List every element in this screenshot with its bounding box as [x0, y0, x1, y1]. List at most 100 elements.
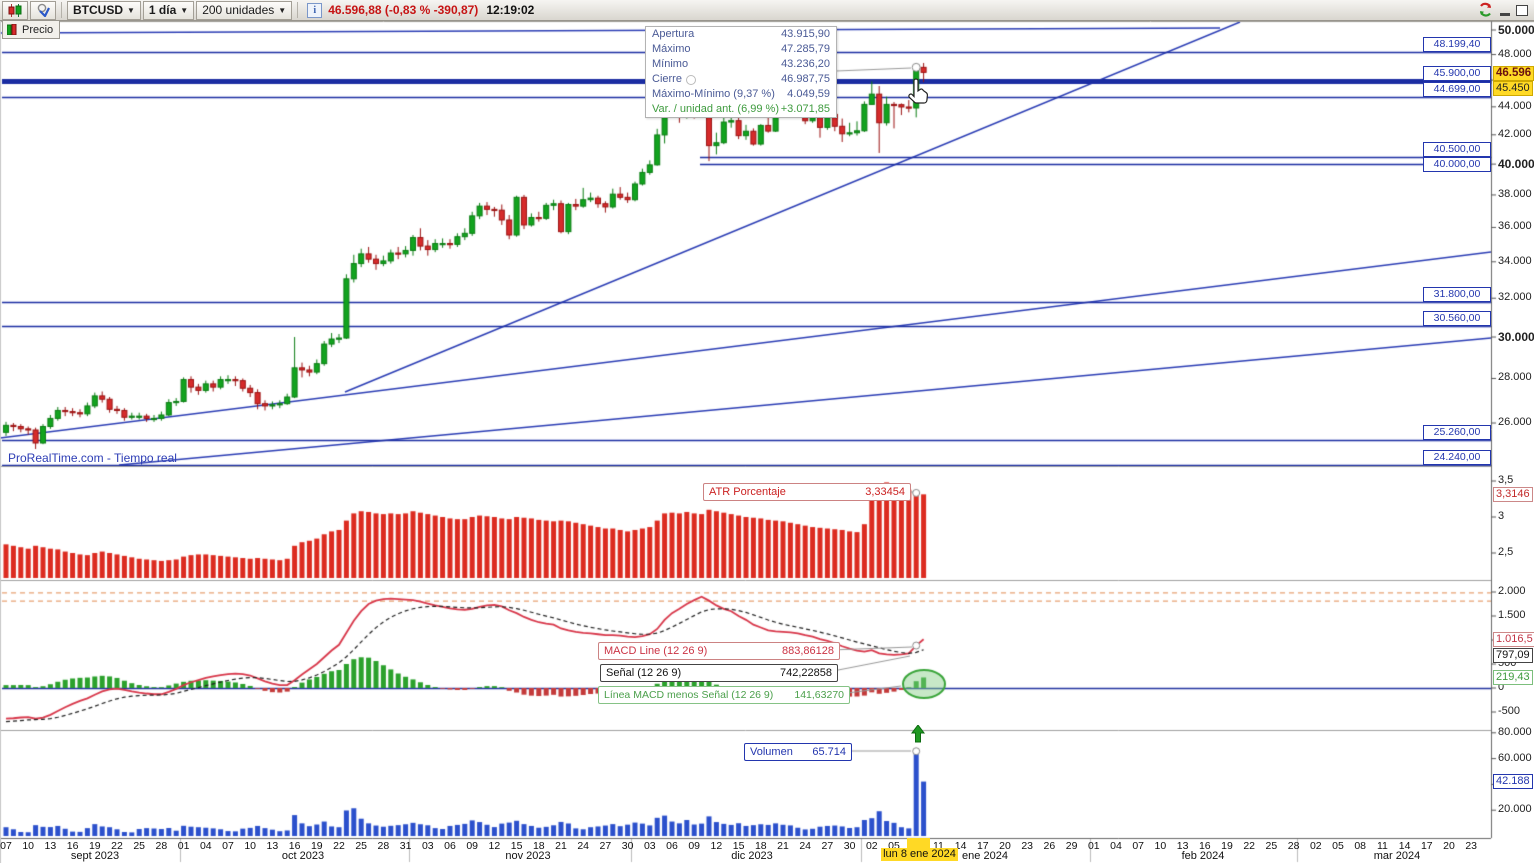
price-level-label[interactable]: 44.699,00: [1423, 82, 1491, 98]
tooltip-row: Máximo 47.285,79: [646, 42, 836, 57]
date-tick: 14: [954, 840, 967, 852]
tooltip-row: Cierre 46.987,75: [646, 72, 836, 87]
atr-indicator-label[interactable]: ATR Porcentaje 3,33454: [703, 483, 911, 501]
volume-axis-tick: 80.000: [1498, 725, 1532, 738]
toolbar-separator: [61, 2, 62, 18]
tooltip-label: Var. / unidad ant. (6,99 %): [652, 103, 779, 115]
date-tick: 09: [688, 840, 701, 852]
price-axis-tick: 50.000: [1498, 23, 1534, 37]
date-tick: 28: [377, 840, 390, 852]
date-tick: 27: [599, 840, 612, 852]
hand-cursor-icon: [908, 78, 928, 104]
date-tick: 06: [444, 840, 456, 852]
price-level-label[interactable]: 25.260,00: [1423, 425, 1491, 441]
date-tick: 07: [222, 840, 234, 852]
date-tick: 03: [643, 840, 656, 852]
minimize-button[interactable]: [1500, 12, 1510, 16]
date-tick: 03: [421, 840, 434, 852]
price-chart-icon: [7, 24, 17, 35]
date-tick: 02: [865, 840, 878, 852]
maximize-button[interactable]: [1516, 4, 1528, 16]
macd-hist-label[interactable]: Línea MACD menos Señal (12 26 9) 141,632…: [598, 686, 850, 704]
cursor-price-axis-box: 45.450: [1493, 81, 1533, 96]
atr-axis-tick: 3: [1498, 510, 1505, 522]
candlestick-icon: [8, 3, 22, 17]
current-time: 12:19:02: [486, 3, 535, 17]
date-tick: 19: [88, 840, 101, 852]
date-tick: 23: [1465, 840, 1478, 852]
macd-value: 883,86128: [782, 645, 834, 657]
date-tick: 20: [1443, 840, 1455, 852]
timeframe-dropdown[interactable]: 1 día ▼: [142, 0, 195, 20]
month-label: oct 2023: [281, 850, 325, 862]
date-tick: 27: [821, 840, 834, 852]
vol-name: Volumen: [750, 746, 793, 758]
toolbar-separator: [297, 2, 299, 18]
volume-axis-box: 42.188: [1493, 774, 1533, 789]
volume-axis-tick: 20.000: [1498, 803, 1532, 816]
price-level-label[interactable]: 30.560,00: [1423, 310, 1491, 326]
date-tick: 11: [932, 840, 944, 852]
date-tick: 10: [1154, 840, 1167, 852]
date-tick: 18: [532, 840, 545, 852]
watermark: ProRealTime.com - Tiempo real: [8, 451, 177, 465]
date-tick: 15: [510, 840, 523, 852]
date-tick: 04: [199, 840, 212, 852]
tab-precio-label: Precio: [22, 23, 54, 36]
date-tick: 13: [1176, 840, 1189, 852]
symbol-label: BTCUSD: [73, 3, 123, 17]
month-label: sept 2023: [70, 850, 120, 862]
screener-button[interactable]: [30, 0, 56, 20]
price-axis-tick: 40.000: [1498, 157, 1534, 172]
tooltip-value: +3.071,85: [780, 103, 830, 115]
units-dropdown[interactable]: 200 unidades ▼: [196, 0, 293, 20]
volume-label[interactable]: Volumen 65.714: [744, 743, 852, 761]
refresh-icon[interactable]: [1477, 2, 1494, 18]
date-tick: 13: [266, 840, 279, 852]
macd-name: MACD Line (12 26 9): [604, 645, 708, 657]
tab-precio[interactable]: Precio: [2, 21, 61, 39]
atr-value: 3,33454: [865, 486, 905, 498]
price-level-label[interactable]: 24.240,00: [1423, 450, 1491, 466]
date-tick: 10: [244, 840, 257, 852]
date-highlight: lun 8 ene 2024: [881, 848, 958, 861]
symbol-dropdown[interactable]: BTCUSD ▼: [67, 0, 141, 20]
info-icon[interactable]: i: [307, 2, 323, 18]
price-level-label[interactable]: 40.000,00: [1423, 157, 1491, 173]
date-tick: 08: [1354, 840, 1367, 852]
atr-axis-tick: 2,5: [1498, 546, 1514, 558]
last-price-axis-box: 46.596: [1493, 66, 1534, 81]
macd-line-label[interactable]: MACD Line (12 26 9) 883,86128: [598, 642, 840, 660]
chevron-down-icon: ▼: [278, 5, 287, 15]
tooltip-value: 47.285,79: [781, 43, 830, 55]
tooltip-drag-handle[interactable]: [685, 74, 696, 85]
date-tick: 25: [133, 840, 146, 852]
date-tick: 07: [0, 840, 12, 852]
month-label: mar 2024: [1373, 850, 1421, 862]
date-tick: 24: [577, 840, 590, 852]
date-tick: 15: [732, 840, 745, 852]
date-tick: 25: [1265, 840, 1278, 852]
price-axis-tick: 26.000: [1498, 416, 1532, 429]
chart-type-button[interactable]: [2, 0, 28, 20]
price-level-label[interactable]: 48.199,40: [1423, 37, 1491, 53]
hist-value: 141,63270: [794, 689, 844, 701]
atr-axis-box: 3,3146: [1493, 487, 1533, 502]
date-tick: 30: [843, 840, 856, 852]
price-axis-tick: 30.000: [1498, 330, 1534, 345]
macd-axis-tick: -500: [1498, 705, 1521, 717]
date-tick: 05: [1332, 840, 1344, 852]
senal-label[interactable]: Señal (12 26 9) 742,22858: [600, 664, 838, 682]
date-highlight-tick: [907, 838, 930, 849]
price-level-label[interactable]: 31.800,00: [1423, 286, 1491, 302]
tooltip-row: Máximo-Mínimo (9,37 %) 4.049,59: [646, 87, 836, 102]
price-level-label[interactable]: 45.900,00: [1423, 66, 1491, 82]
price-axis-tick: 44.000: [1498, 99, 1532, 112]
date-tick: 14: [1398, 840, 1411, 852]
tooltip-value: 43.915,90: [781, 28, 830, 40]
price-axis-tick: 34.000: [1498, 254, 1532, 267]
price-level-label[interactable]: 40.500,00: [1423, 141, 1491, 157]
tooltip-value: 46.987,75: [781, 73, 830, 85]
